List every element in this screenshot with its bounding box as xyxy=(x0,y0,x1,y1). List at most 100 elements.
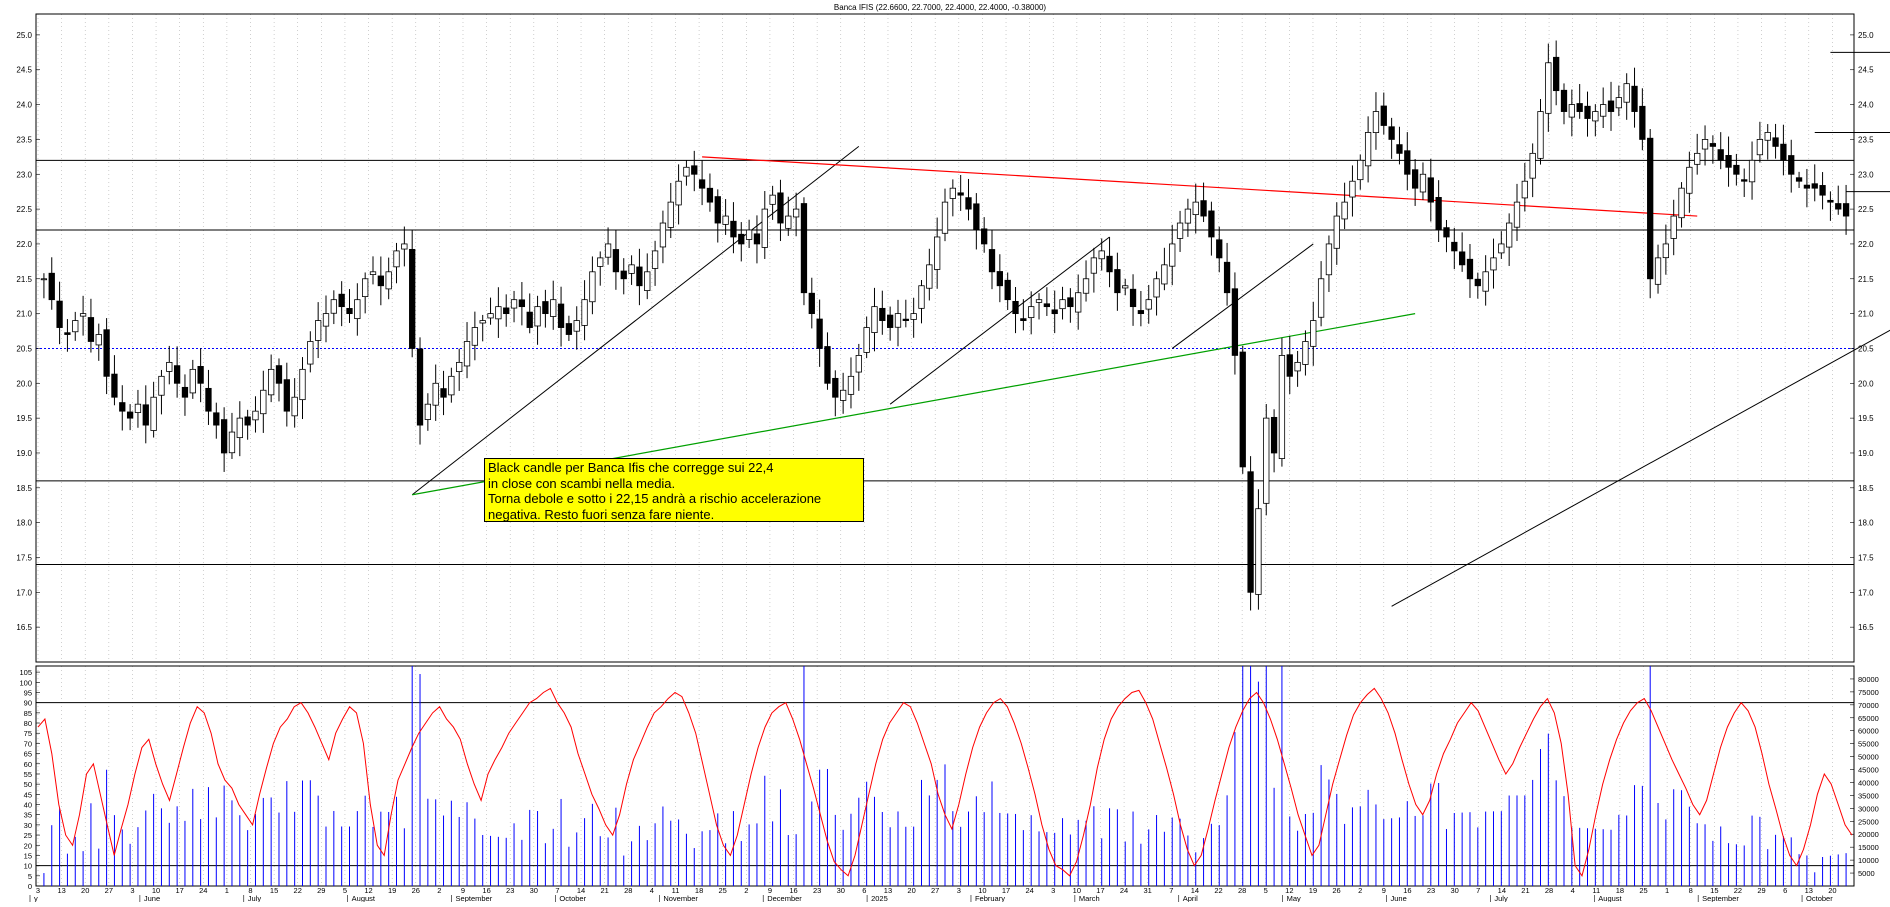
candle-down xyxy=(691,165,698,175)
candle-up xyxy=(134,403,142,413)
osc-y-tick-label: 60 xyxy=(24,760,32,769)
candle-down xyxy=(1020,318,1027,321)
candle-down xyxy=(1067,297,1074,308)
candle-down xyxy=(824,346,831,384)
candle-down xyxy=(1553,56,1560,92)
candle-down xyxy=(1576,103,1583,112)
y-tick-label-right: 24.5 xyxy=(1858,66,1874,75)
candle-up xyxy=(299,368,306,401)
candle-up xyxy=(369,271,377,275)
candle-up xyxy=(79,313,87,317)
candle-up xyxy=(894,313,902,328)
candle-down xyxy=(1451,241,1458,252)
x-tick-label-day: 3 xyxy=(130,886,134,895)
candle-down xyxy=(111,373,118,398)
candle-up xyxy=(1255,508,1262,595)
candle-down xyxy=(996,271,1003,287)
candle-down xyxy=(565,323,573,335)
x-tick-label-day: 16 xyxy=(482,886,490,895)
candle-down xyxy=(1106,255,1113,273)
x-tick-label-day: 17 xyxy=(1002,886,1010,895)
candle-up xyxy=(456,361,463,373)
candle-down xyxy=(1231,288,1239,356)
price-panel-frame xyxy=(35,13,1855,663)
candle-up xyxy=(1513,201,1521,228)
candle-up xyxy=(166,361,173,372)
uptrend-line xyxy=(889,236,1110,405)
y-tick-label-left: 23.0 xyxy=(16,170,32,179)
candle-down xyxy=(244,416,251,426)
x-tick-label-day: 14 xyxy=(1498,886,1506,895)
candle-down xyxy=(142,404,149,426)
candle-down xyxy=(197,366,204,384)
candle-up xyxy=(1294,361,1301,372)
candle-up xyxy=(1662,243,1670,259)
candle-down xyxy=(1741,179,1748,182)
x-tick-label-day: 20 xyxy=(907,886,915,895)
y-tick-label-left: 24.0 xyxy=(16,101,32,110)
y-tick-label-left: 23.5 xyxy=(16,135,32,144)
osc-y-tick-label: 55 xyxy=(24,770,32,779)
candle-up xyxy=(463,341,471,367)
candle-down xyxy=(503,307,510,315)
x-tick-label-day: 10 xyxy=(152,886,160,895)
x-tick-label-day: 19 xyxy=(388,886,396,895)
candle-down xyxy=(1474,278,1481,287)
x-tick-label-day: 23 xyxy=(813,886,821,895)
candle-down xyxy=(64,332,71,335)
candle-up xyxy=(675,180,682,206)
candle-down xyxy=(377,275,384,287)
x-tick-label-day: 19 xyxy=(1309,886,1317,895)
candle-down xyxy=(1247,471,1254,593)
volume-y-tick-label: 5000 xyxy=(1858,869,1875,878)
x-tick-label-day: 22 xyxy=(1214,886,1222,895)
candle-down xyxy=(1216,239,1223,259)
y-tick-label-right: 21.5 xyxy=(1858,275,1874,284)
x-tick-label-day: 5 xyxy=(343,886,347,895)
candle-down xyxy=(816,318,823,349)
volume-y-tick-label: 35000 xyxy=(1858,791,1879,800)
candle-up xyxy=(785,215,792,229)
candle-down xyxy=(338,293,345,308)
candle-down xyxy=(205,387,212,412)
candle-up xyxy=(1748,159,1756,183)
x-tick-label-day: 28 xyxy=(1545,886,1553,895)
candle-down xyxy=(706,187,714,203)
candle-down xyxy=(965,197,972,210)
x-tick-label-day: 25 xyxy=(719,886,727,895)
stochastic-oscillator-line xyxy=(37,687,1853,877)
candle-up xyxy=(315,320,322,341)
uptrend-line xyxy=(411,145,860,496)
candle-up xyxy=(393,250,400,268)
candle-down xyxy=(981,228,988,245)
candle-down xyxy=(738,233,745,245)
candle-down xyxy=(808,292,815,315)
y-tick-label-left: 17.0 xyxy=(16,588,32,597)
candle-down xyxy=(1811,183,1818,189)
x-tick-label-day: 27 xyxy=(105,886,113,895)
candle-down xyxy=(620,270,627,280)
y-tick-label-left: 20.0 xyxy=(16,379,32,388)
candle-up xyxy=(581,299,588,326)
candle-up xyxy=(839,389,847,401)
x-tick-label-day: 13 xyxy=(1805,886,1813,895)
candle-down xyxy=(1388,126,1395,140)
candle-down xyxy=(526,311,533,328)
candle-up xyxy=(534,306,541,327)
x-tick-label-day: 22 xyxy=(1734,886,1742,895)
volume-y-tick-label: 70000 xyxy=(1858,701,1879,710)
x-tick-label-month: April xyxy=(1183,894,1198,902)
candle-up xyxy=(1686,166,1693,194)
candle-up xyxy=(471,327,479,346)
candle-up xyxy=(487,313,494,319)
candle-down xyxy=(753,233,761,245)
annotation-line-3: Torna debole e sotto i 22,15 andrà a ris… xyxy=(488,491,822,506)
candle-down xyxy=(832,377,839,398)
candle-down xyxy=(1129,288,1137,308)
x-tick-label-day: 14 xyxy=(577,886,585,895)
volume-y-tick-label: 20000 xyxy=(1858,830,1879,839)
candle-down xyxy=(973,203,980,231)
candle-down xyxy=(409,248,416,349)
candle-down xyxy=(1772,137,1779,147)
x-tick-label-month: August xyxy=(1598,894,1622,902)
